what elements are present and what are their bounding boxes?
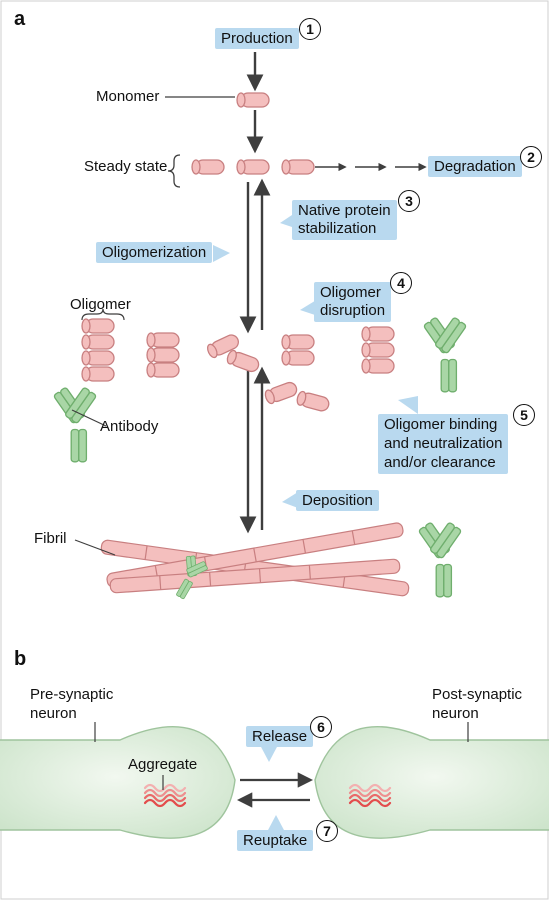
oligomer-disruption-box: Oligomer disruption [314,282,391,322]
reuptake-box: Reuptake [237,830,313,851]
txt: stabilization [298,220,376,237]
native-stabilization-box: Native protein stabilization [292,200,397,240]
pre-synaptic-neuron [0,727,235,839]
aggregate-label: Aggregate [128,756,197,775]
pre-synaptic-label: Pre-synaptic neuron [30,686,113,724]
step-5: 5 [513,404,535,426]
step-7: 7 [316,820,338,842]
oligomer-stack [82,319,114,381]
step-1: 1 [299,18,321,40]
oligomer-label: Oligomer [70,296,131,315]
panel-b-label: b [14,648,26,671]
steady-state-label: Steady state [84,158,167,177]
monomer-label: Monomer [96,88,159,107]
step-4: 4 [390,272,412,294]
txt: and/or clearance [384,454,496,471]
fibril [101,522,410,602]
oligomerization-box: Oligomerization [96,242,212,263]
antibody-label: Antibody [100,418,158,437]
step-6: 6 [310,716,332,738]
degradation-box: Degradation [428,156,522,177]
deposition-box: Deposition [296,490,379,511]
post-synaptic-neuron [315,727,549,839]
production-box: Production [215,28,299,49]
antibody-icon [53,387,96,462]
release-box: Release [246,726,313,747]
txt: Native protein [298,202,391,219]
txt: Oligomer [320,284,381,301]
panel-a-label: a [14,8,25,31]
fibril-label: Fibril [34,530,67,549]
oligomer-binding-box: Oligomer binding and neutralization and/… [378,414,508,474]
txt: disruption [320,302,385,319]
step-2: 2 [520,146,542,168]
step-3: 3 [398,190,420,212]
figure: { "panels": { "a": "a", "b": "b" }, "pan… [0,0,549,900]
post-synaptic-label: Post-synaptic neuron [432,686,522,724]
txt: and neutralization [384,435,502,452]
txt: Oligomer binding [384,416,497,433]
